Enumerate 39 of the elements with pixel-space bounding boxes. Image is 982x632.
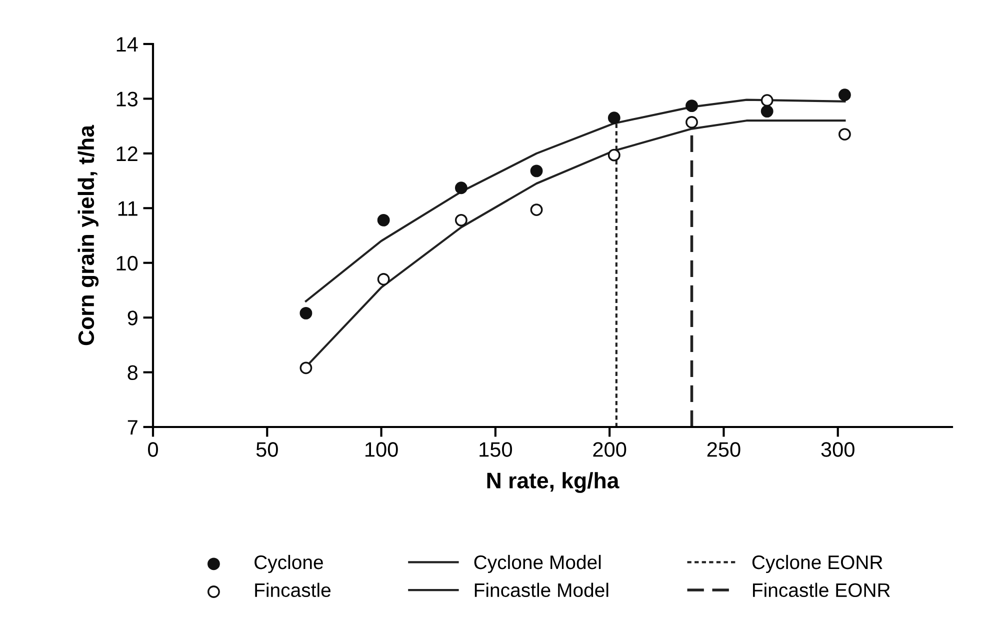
- legend-label: Fincastle Model: [474, 582, 608, 598]
- point: [530, 204, 543, 216]
- point: [377, 214, 390, 226]
- y-axis-title: Corn grain yield, t/ha: [78, 124, 99, 346]
- point: [454, 182, 468, 194]
- y-tick-label: 9: [128, 310, 138, 326]
- y-tick-label: 8: [128, 365, 138, 380]
- x-tick-label: 150: [480, 442, 512, 457]
- point: [608, 148, 620, 162]
- point: [608, 112, 620, 124]
- point: [300, 306, 312, 320]
- legend-label: Cyclone EONR: [752, 554, 882, 574]
- y-tick-label: 14: [116, 37, 138, 52]
- point: [838, 88, 851, 102]
- point: [300, 362, 312, 374]
- x-tick-label: 50: [256, 442, 278, 457]
- point: [760, 105, 774, 118]
- y-tick-label: 11: [118, 201, 138, 216]
- x-tick-label: 200: [593, 442, 626, 457]
- x-axis-title: N rate, kg/ha: [487, 472, 620, 493]
- legend-label: Fincastle: [255, 582, 331, 598]
- y-tick-label: 13: [116, 92, 138, 106]
- legend-label: Cyclone Model: [474, 554, 601, 574]
- point: [760, 94, 774, 107]
- x-tick-label: 250: [707, 442, 740, 457]
- y-tick-label: 7: [128, 420, 138, 435]
- x-tick-label: 0: [148, 442, 158, 457]
- point: [377, 273, 390, 286]
- point: [686, 116, 698, 128]
- point: [838, 128, 851, 140]
- x-tick-label: 300: [821, 442, 854, 457]
- y-tick-label: 12: [116, 146, 138, 161]
- point: [686, 100, 698, 112]
- point: [454, 214, 468, 226]
- legend-label: Fincastle EONR: [753, 582, 890, 598]
- x-tick-label: 100: [365, 442, 398, 457]
- legend-label: Cyclone: [254, 554, 323, 574]
- y-tick-label: 10: [116, 256, 138, 271]
- point: [530, 164, 543, 178]
